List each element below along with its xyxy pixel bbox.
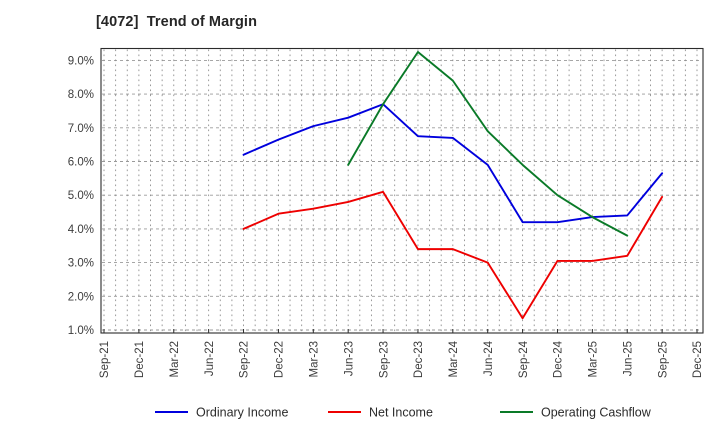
- x-axis-tick-label: Dec-22: [274, 341, 286, 378]
- legend-label-operating-cashflow: Operating Cashflow: [541, 406, 652, 420]
- x-axis-tick-label: Dec-21: [134, 341, 146, 378]
- x-axis-tick-label: Jun-24: [483, 340, 495, 376]
- y-axis-tick-label: 4.0%: [68, 224, 94, 236]
- y-axis-tick-label: 8.0%: [68, 89, 94, 101]
- x-axis-tick-label: Jun-25: [622, 341, 634, 376]
- x-axis-tick-label: Sep-23: [378, 341, 390, 378]
- x-axis-tick-label: Sep-24: [518, 340, 530, 378]
- y-axis-tick-label: 2.0%: [68, 291, 94, 303]
- chart-legend: Ordinary Income Net Income Operating Cashf…: [155, 406, 652, 420]
- x-axis-tick-label: Mar-25: [588, 341, 600, 377]
- series-line-operating-cashflow: [347, 51, 629, 237]
- x-axis-tick-label: Sep-25: [657, 341, 669, 378]
- page-title: [4072] Trend of Margin: [96, 14, 258, 30]
- series-line-ordinary-income: [242, 103, 664, 224]
- y-axis-tick-labels: 9.0% 8.0% 7.0% 6.0% 5.0% 4.0% 3.0% 2.0% 1.0%: [68, 55, 94, 337]
- x-axis-tick-label: Sep-21: [99, 341, 111, 378]
- x-axis-tick-label: Sep-22: [239, 341, 251, 378]
- x-axis-tick-label: Dec-25: [692, 341, 704, 378]
- horizontal-gridlines: [102, 59, 702, 331]
- y-axis-tick-label: 9.0%: [68, 55, 94, 67]
- x-axis-tick-label: Jun-23: [343, 341, 355, 376]
- legend-label-ordinary-income: Ordinary Income: [196, 406, 288, 420]
- x-axis-tick-label: Jun-22: [204, 341, 216, 376]
- y-axis-tick-label: 7.0%: [68, 123, 94, 135]
- x-axis-tick-labels: Sep-21 Dec-21 Mar-22 Jun-22 Sep-22 Dec-22 Mar-…: [99, 340, 704, 378]
- x-axis-tick-label: Mar-23: [308, 341, 320, 377]
- x-axis-tick-label: Dec-23: [413, 341, 425, 378]
- vertical-gridlines: [103, 49, 698, 332]
- legend-label-net-income: Net Income: [369, 406, 433, 420]
- y-axis-tick-label: 3.0%: [68, 258, 94, 270]
- x-axis-tick-label: Mar-22: [169, 341, 181, 377]
- x-axis-tick-marks: [103, 329, 698, 333]
- y-axis-tick-label: 6.0%: [68, 157, 94, 169]
- y-axis-tick-label: 5.0%: [68, 190, 94, 202]
- plot-frame: [100, 47, 704, 334]
- x-axis-tick-label: Dec-24: [553, 340, 565, 378]
- data-series-lines: [242, 51, 664, 320]
- y-axis-tick-label: 1.0%: [68, 325, 94, 337]
- x-axis-tick-label: Mar-24: [448, 340, 460, 377]
- series-line-net-income: [242, 190, 664, 320]
